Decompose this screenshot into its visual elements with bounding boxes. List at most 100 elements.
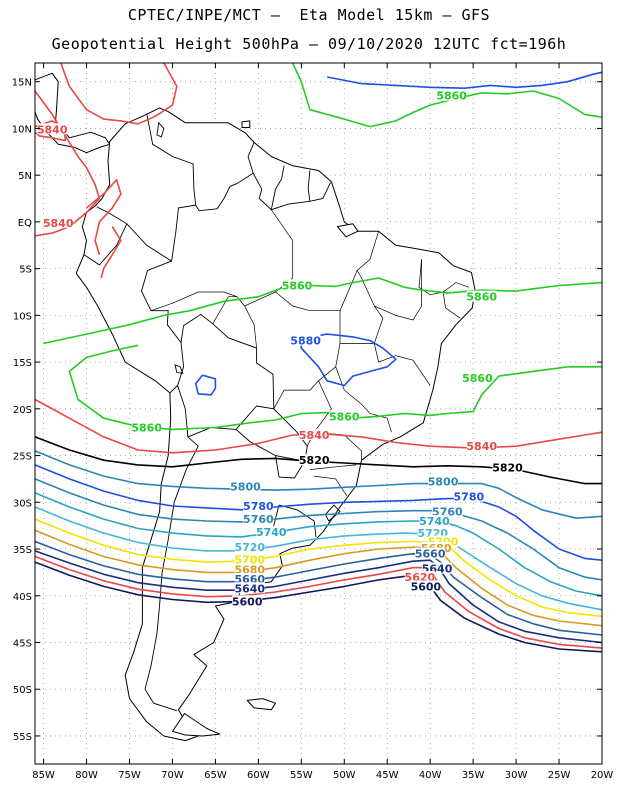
lat-tick-label: 35S	[13, 545, 32, 556]
coast-central-america	[34, 72, 111, 154]
contour-line-5600	[34, 561, 603, 653]
lon-tick-label: 25W	[548, 770, 571, 781]
contour-label: 5800	[230, 480, 261, 493]
contour-label: 5840	[43, 217, 74, 230]
contour-label-bg	[234, 582, 265, 594]
lon-tick-label: 40W	[419, 770, 442, 781]
lat-tick-label: 40S	[13, 592, 32, 603]
contour-label-bg	[234, 563, 265, 575]
lat-tick-label: 50S	[13, 685, 32, 696]
country-border	[195, 172, 254, 212]
contour-label-bg	[428, 535, 459, 547]
lat-tick-label: 55S	[13, 732, 32, 743]
contour-label-bg	[432, 505, 463, 517]
contour-label-bg	[466, 440, 497, 452]
contour-label-bg	[230, 480, 261, 492]
state-border	[212, 296, 237, 324]
contour-line-5720	[34, 506, 603, 611]
contour-label: 5600	[232, 595, 263, 608]
contour-label: 5640	[234, 582, 265, 595]
contour-label-bg	[131, 421, 162, 433]
lat-tick-label: EQ	[18, 218, 32, 229]
map-title-line1: CPTEC/INPE/MCT – Eta Model 15km – GFS	[127, 6, 491, 24]
contour-label: 5780	[454, 491, 485, 504]
contour-line-unlabeled	[60, 62, 178, 125]
contour-label-bg	[290, 334, 321, 346]
country-border	[307, 170, 311, 202]
state-border	[335, 366, 392, 433]
contour-label-bg	[43, 216, 74, 228]
contour-label-bg	[232, 595, 263, 607]
state-border	[340, 270, 384, 344]
contour-line-5640	[34, 550, 603, 644]
state-border	[339, 231, 379, 311]
country-border	[144, 385, 199, 712]
lon-tick-label: 65W	[204, 770, 227, 781]
contour-label-bg	[422, 562, 453, 574]
contour-line-5660	[34, 540, 603, 636]
contour-line-unlabeled	[100, 226, 122, 279]
map-frame	[34, 62, 603, 765]
contour-label: 5740	[256, 526, 287, 539]
lon-tick-label: 80W	[75, 770, 98, 781]
contour-label: 5660	[415, 548, 446, 561]
contour-label-bg	[462, 371, 493, 383]
contour-label: 5700	[234, 553, 265, 566]
contour-line-5800	[34, 450, 603, 520]
coastlines	[34, 62, 476, 742]
contour-label: 5780	[243, 500, 274, 513]
contour-label: 5860	[282, 279, 313, 292]
contour-label: 5840	[37, 123, 68, 136]
country-border	[275, 455, 306, 479]
contour-label-bg	[410, 580, 441, 592]
contour-label-bg	[234, 572, 265, 584]
height-contours	[34, 62, 603, 653]
contour-label-bg	[436, 89, 467, 101]
lon-tick-label: 20W	[591, 770, 614, 781]
lake-titicaca	[174, 364, 184, 374]
lon-tick-label: 85W	[32, 770, 55, 781]
contour-line-5740	[34, 492, 603, 597]
axis-ticks: 15N 10N 5N EQ 5S 10S 15S 20S 25S 30S 35S 40S 45S 50S 5…	[12, 63, 614, 781]
contour-line-unlabeled	[326, 71, 603, 89]
contour-label-bg	[428, 475, 459, 487]
lat-tick-label: 5N	[18, 171, 32, 182]
contour-label: 5860	[466, 291, 497, 304]
contour-label: 5840	[299, 429, 330, 442]
state-border	[309, 464, 357, 470]
contour-label-bg	[282, 279, 313, 291]
lat-tick-label: 15S	[13, 358, 32, 369]
contour-label-bg	[299, 454, 330, 466]
lon-tick-label: 60W	[247, 770, 270, 781]
contour-label: 5860	[329, 410, 360, 423]
state-border	[373, 343, 431, 386]
state-border	[442, 291, 461, 319]
contour-label-bg	[415, 547, 446, 559]
contour-label: 5820	[299, 454, 330, 467]
contour-label-bg	[37, 123, 68, 135]
contour-label: 5820	[492, 462, 523, 475]
lat-tick-label: 20S	[13, 405, 32, 416]
lon-tick-label: 30W	[505, 770, 528, 781]
contour-label: 5760	[243, 513, 274, 526]
contour-line-unlabeled	[85, 179, 122, 255]
lat-tick-label: 10N	[12, 124, 32, 135]
lagoa-dos-patos	[324, 504, 341, 522]
lake-maracaibo	[156, 121, 165, 138]
contour-label-bg	[492, 461, 523, 473]
contour-label-bg	[243, 513, 274, 525]
contour-label-bg	[453, 490, 484, 502]
contour-label-bg	[256, 526, 287, 538]
contour-label-bg	[299, 428, 330, 440]
contour-line-5760	[34, 478, 603, 581]
contour-line-5700	[34, 518, 603, 618]
contour-label: 5860	[436, 90, 467, 103]
state-border	[271, 209, 293, 241]
contour-label-bg	[234, 541, 265, 553]
contour-label-bg	[234, 553, 265, 565]
country-border	[247, 142, 331, 211]
contour-label: 5840	[466, 440, 497, 453]
contour-label: 5800	[428, 476, 459, 489]
contour-line-unlabeled	[194, 374, 217, 396]
